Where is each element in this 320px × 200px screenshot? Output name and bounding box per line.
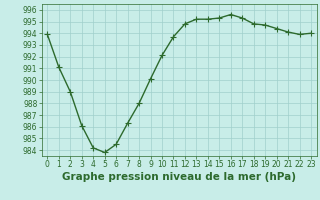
- X-axis label: Graphe pression niveau de la mer (hPa): Graphe pression niveau de la mer (hPa): [62, 172, 296, 182]
